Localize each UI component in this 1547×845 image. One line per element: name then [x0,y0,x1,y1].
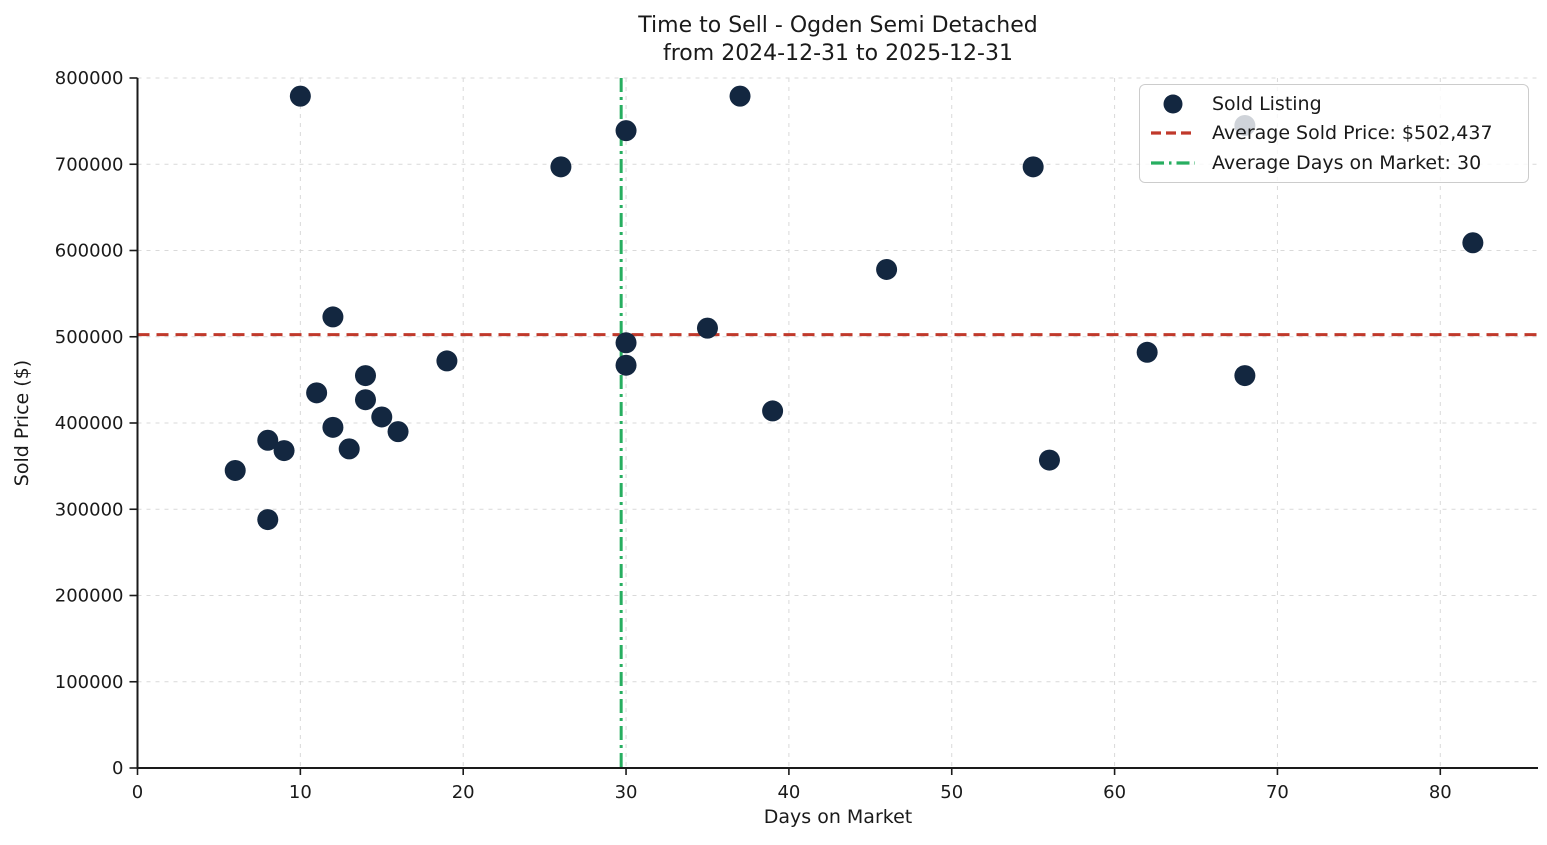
legend-label-avg-days: Average Days on Market: 30 [1212,151,1482,174]
x-axis-label: Days on Market [763,806,913,828]
scatter-point [1462,232,1484,254]
scatter-point [729,85,751,107]
scatter-point [1136,341,1158,363]
scatter-point [224,459,246,481]
chart-title-line2: from 2024-12-31 to 2025-12-31 [663,41,1013,66]
y-tick-label: 800000 [55,68,124,89]
scatter-point [257,429,279,451]
y-tick-label: 300000 [55,499,124,520]
scatter-point [354,365,376,387]
y-tick-label: 700000 [55,154,124,175]
scatter-point [338,438,360,460]
scatter-point [615,120,637,142]
x-tick-label: 0 [132,782,143,803]
y-tick-label: 100000 [55,672,124,693]
scatter-point [257,509,279,531]
scatter-point [273,440,295,462]
scatter-point [322,416,344,438]
x-tick-label: 80 [1429,782,1452,803]
avg-days-dashdot-line-icon [1150,152,1196,174]
x-tick-label: 70 [1266,782,1289,803]
scatter-point [615,354,637,376]
scatter-point [387,421,409,443]
scatter-point [1022,156,1044,178]
scatter-point [289,85,311,107]
scatter-point [306,382,328,404]
scatter-point [762,400,784,422]
y-tick-label: 400000 [55,413,124,434]
sold-listing-marker-icon [1150,93,1196,115]
x-tick-label: 40 [777,782,800,803]
scatter-point [436,350,458,372]
scatter-point [615,332,637,354]
chart-title: Time to Sell - Ogden Semi Detached from … [138,12,1538,68]
scatter-point [550,156,572,178]
avg-price-dashed-line-icon [1150,122,1196,144]
scatter-point [696,317,718,339]
legend-label-sold-listing: Sold Listing [1212,93,1322,116]
scatter-point [371,406,393,428]
scatter-point [354,389,376,411]
x-tick-label: 50 [940,782,963,803]
scatter-point [876,258,898,280]
x-tick-label: 60 [1103,782,1126,803]
legend-label-avg-price: Average Sold Price: $502,437 [1212,122,1493,145]
y-tick-label: 600000 [55,241,124,262]
chart-title-line1: Time to Sell - Ogden Semi Detached [638,13,1038,38]
scatter-point [1038,449,1060,471]
x-tick-label: 20 [452,782,475,803]
x-tick-label: 30 [615,782,638,803]
legend-item-avg-days: Average Days on Market: 30 [1150,152,1518,174]
x-tick-label: 10 [289,782,312,803]
y-tick-label: 200000 [55,586,124,607]
y-axis-label: Sold Price ($) [11,359,33,487]
y-tick-label: 0 [112,758,123,779]
scatter-point [322,306,344,328]
legend: Sold Listing Average Sold Price: $502,43… [1139,84,1529,183]
scatter-point [1234,365,1256,387]
y-tick-label: 500000 [55,327,124,348]
legend-item-sold-listing: Sold Listing [1150,93,1518,115]
legend-item-avg-price: Average Sold Price: $502,437 [1150,122,1518,144]
